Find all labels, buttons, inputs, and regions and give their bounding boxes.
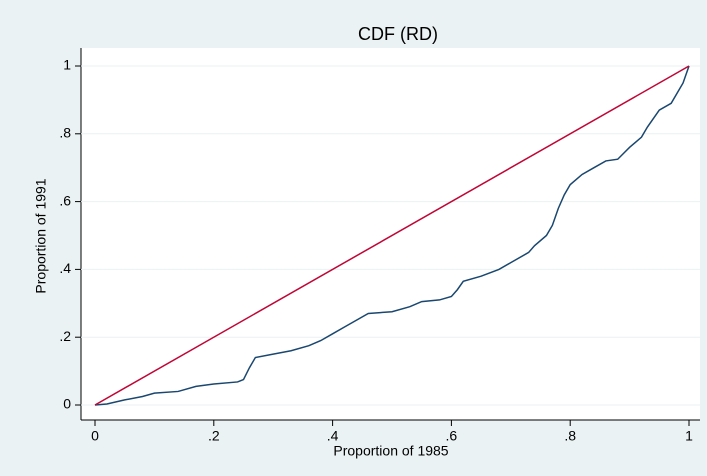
- series-line: [94, 65, 690, 406]
- x-tick-label: .6: [446, 428, 458, 444]
- y-tick-label: .6: [59, 192, 71, 208]
- x-tick-label: .8: [564, 428, 576, 444]
- y-axis-label: Proportion of 1991: [33, 178, 49, 293]
- x-tick-label: .4: [327, 428, 339, 444]
- plot-area: [81, 48, 700, 420]
- x-tick-label: .2: [208, 428, 220, 444]
- y-tick-label: .2: [59, 328, 71, 344]
- chart-title: CDF (RD): [358, 24, 438, 44]
- series-line: [94, 65, 690, 406]
- y-tick-label: .8: [59, 125, 71, 141]
- y-tick-label: 0: [63, 396, 71, 412]
- y-tick-label: 1: [63, 57, 71, 73]
- y-tick-label: .4: [59, 260, 71, 276]
- x-tick-label: 0: [91, 428, 99, 444]
- x-tick-label: 1: [685, 428, 693, 444]
- x-axis-label: Proportion of 1985: [333, 443, 448, 459]
